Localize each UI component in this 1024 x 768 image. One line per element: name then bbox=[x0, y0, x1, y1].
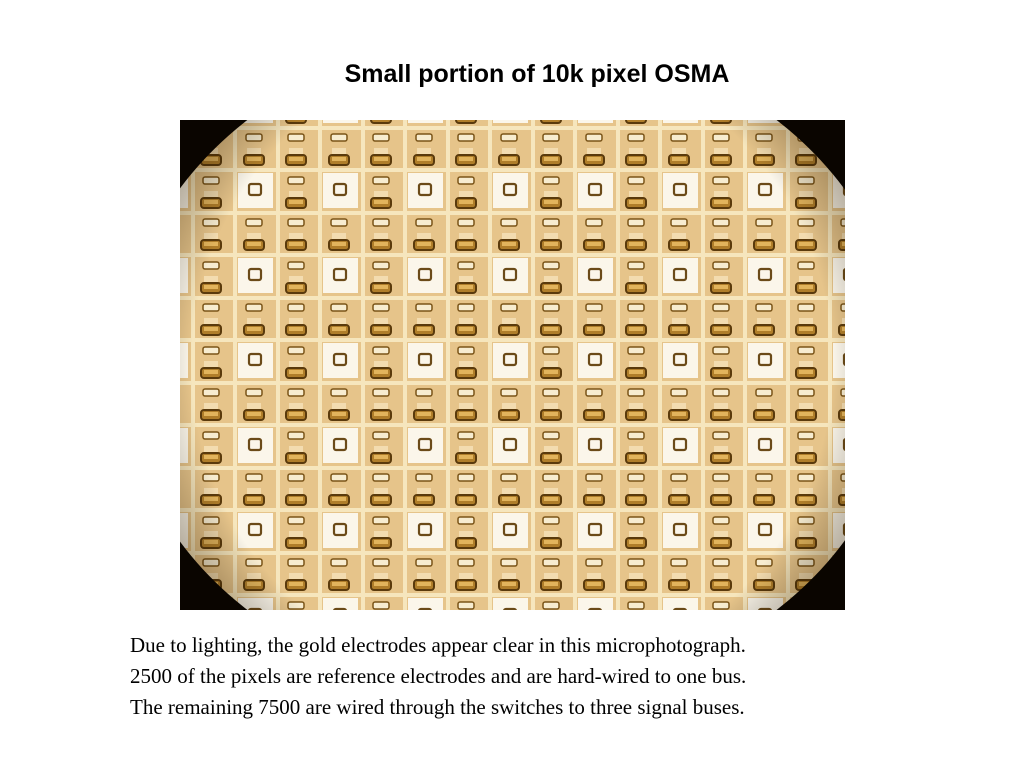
caption-line: The remaining 7500 are wired through the… bbox=[130, 695, 745, 719]
caption-line: 2500 of the pixels are reference electro… bbox=[130, 664, 747, 688]
caption: Due to lighting, the gold electrodes app… bbox=[130, 630, 746, 723]
caption-line: Due to lighting, the gold electrodes app… bbox=[130, 633, 746, 657]
slide-title: Small portion of 10k pixel OSMA bbox=[344, 60, 730, 88]
